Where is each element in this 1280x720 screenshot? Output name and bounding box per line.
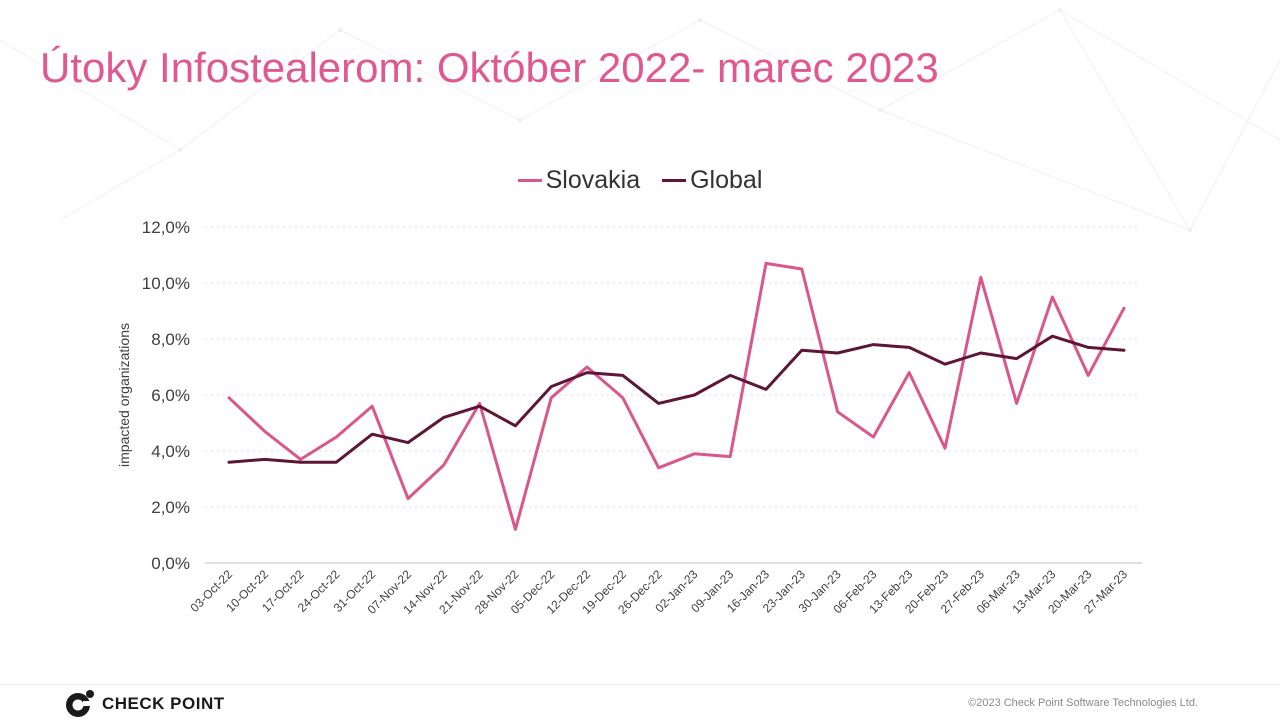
y-tick-label: 8,0%: [151, 330, 190, 349]
copyright-notice: ©2023 Check Point Software Technologies …: [968, 697, 1198, 709]
legend-item-slovakia: Slovakia: [517, 166, 641, 195]
series-line-slovakia: [227, 261, 1126, 531]
legend-label-global: Global: [690, 166, 763, 194]
y-tick-label: 2,0%: [151, 498, 190, 517]
y-tick-label: 6,0%: [151, 386, 190, 405]
y-tick-label: 12,0%: [142, 218, 190, 237]
line-chart: 0,0% 2,0% 4,0% 6,0% 8,0% 10,0% 12,0% 03-Oct-22…: [116, 218, 1142, 617]
y-tick-label: 10,0%: [142, 274, 190, 293]
legend-swatch-global: [662, 179, 687, 182]
y-axis-ticks: 0,0% 2,0% 4,0% 6,0% 8,0% 10,0% 12,0%: [142, 218, 190, 573]
series-line-global: [227, 334, 1126, 464]
footer-divider: [0, 684, 1280, 685]
y-tick-label: 4,0%: [151, 442, 190, 461]
check-point-logo-icon: [66, 690, 94, 717]
gridlines: [205, 226, 1140, 508]
legend-label-slovakia: Slovakia: [545, 166, 641, 194]
x-axis-ticks: 03-Oct-2210-Oct-2217-Oct-2224-Oct-2231-O…: [187, 567, 1130, 617]
y-tick-label: 0,0%: [151, 554, 190, 573]
chart-legend: Slovakia Global: [0, 166, 1280, 195]
slide-title: Útoky Infostealerom: Október 2022- marec…: [40, 44, 939, 91]
legend-swatch-slovakia: [517, 179, 542, 182]
brand-name: CHECK POINT: [102, 694, 225, 713]
legend-item-global: Global: [662, 166, 762, 195]
brand-logo: CHECK POINT: [64, 688, 225, 720]
y-axis-title: impacted organizations: [116, 323, 132, 467]
series-lines: [227, 261, 1126, 531]
